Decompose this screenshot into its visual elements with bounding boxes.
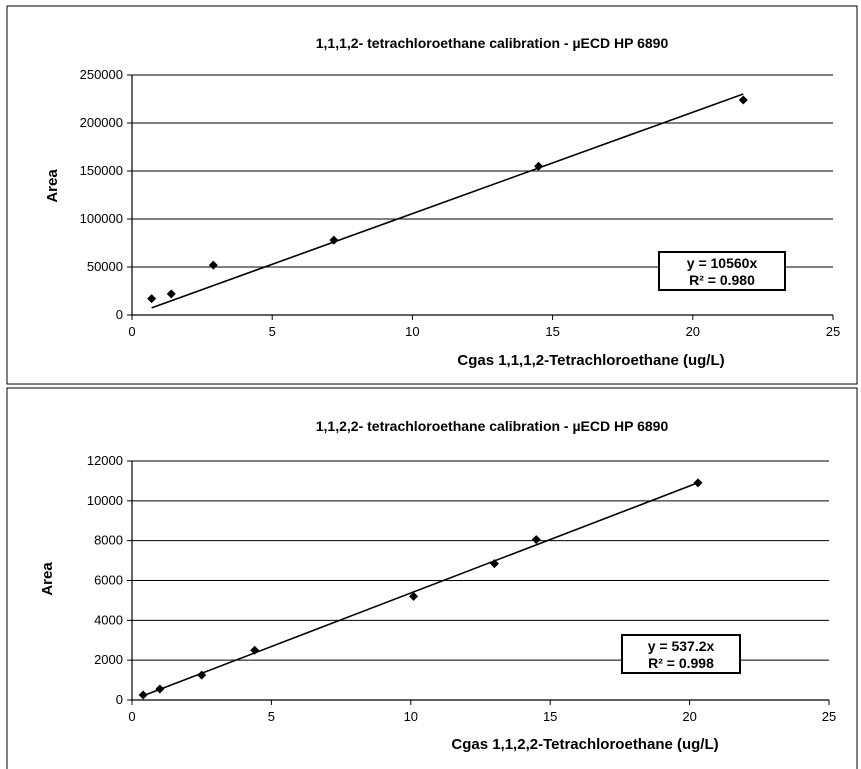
chart-1-axes	[127, 74, 834, 320]
chart-1-trendline	[151, 93, 744, 309]
chart-2-x-tick-label: 25	[822, 709, 836, 724]
chart-panel-1: 1,1,1,2- tetrachloroethane calibration -…	[6, 5, 858, 385]
chart-2-data-point	[197, 670, 207, 680]
chart-2-x-tick-label: 5	[268, 709, 275, 724]
chart-1-svg: 1,1,1,2- tetrachloroethane calibration -…	[6, 5, 858, 385]
chart-1-data-point	[329, 235, 339, 245]
chart-2-y-tick-label: 2000	[94, 652, 123, 667]
chart-2-y-tick-label: 8000	[94, 533, 123, 548]
chart-2-trendline	[142, 482, 699, 697]
chart-1-x-tick-label: 0	[128, 324, 135, 339]
chart-2-svg: 1,1,2,2- tetrachloroethane calibration -…	[6, 387, 858, 769]
chart-1-equation-box: y = 10560x R² = 0.980	[658, 251, 786, 291]
chart-2-y-tick-label: 12000	[87, 453, 123, 468]
chart-1-title: 1,1,1,2- tetrachloroethane calibration -…	[316, 35, 669, 51]
chart-1-y-axis-label: Area	[44, 169, 61, 203]
chart-2-data-point	[531, 535, 541, 545]
chart-1-x-tick-label: 25	[826, 324, 840, 339]
chart-2-x-axis-label: Cgas 1,1,2,2-Tetrachloroethane (ug/L)	[451, 736, 718, 753]
chart-2-x-tick-label: 0	[128, 709, 135, 724]
chart-2-equation: y = 537.2x	[648, 638, 715, 654]
chart-2-y-axis-label: Area	[39, 562, 56, 596]
chart-2-title: 1,1,2,2- tetrachloroethane calibration -…	[316, 418, 669, 434]
chart-1-y-tick-label: 100000	[80, 211, 123, 226]
chart-2-data-point	[409, 591, 419, 601]
chart-2-y-tick-label: 10000	[87, 493, 123, 508]
chart-1-x-tick-label: 20	[686, 324, 700, 339]
chart-2-frame	[6, 387, 858, 769]
chart-1-data-point	[208, 260, 218, 270]
chart-1-y-tick-label: 50000	[87, 259, 123, 274]
chart-1-data-point	[147, 294, 157, 304]
chart-1-y-tick-label: 150000	[80, 163, 123, 178]
chart-1-data-point	[166, 289, 176, 299]
chart-2-y-tick-label: 4000	[94, 612, 123, 627]
chart-2-equation-box: y = 537.2x R² = 0.998	[621, 634, 741, 674]
chart-1-trendline-path	[151, 93, 744, 309]
chart-panel-2: 1,1,2,2- tetrachloroethane calibration -…	[0, 387, 861, 769]
chart-2-y-tick-label: 0	[116, 692, 123, 707]
chart-2-data-point	[138, 690, 148, 700]
chart-2-data-point	[155, 684, 165, 694]
chart-2-x-tick-label: 15	[543, 709, 557, 724]
chart-2-data-point	[250, 645, 260, 655]
chart-2-x-tick-label: 10	[404, 709, 418, 724]
chart-1-x-tick-label: 5	[269, 324, 276, 339]
chart-1-tick-labels: 0 50000 100000 150000 200000 250000 0 5 10 15 20 25	[80, 67, 841, 339]
chart-1-frame	[6, 5, 858, 385]
chart-1-equation: y = 10560x	[687, 255, 758, 271]
chart-2-r-squared: R² = 0.998	[648, 655, 714, 671]
chart-1-x-tick-label: 10	[405, 324, 419, 339]
chart-2-y-tick-label: 6000	[94, 573, 123, 588]
chart-1-data-points	[147, 95, 748, 304]
chart-2-data-points	[138, 478, 703, 700]
chart-1-x-tick-label: 15	[545, 324, 559, 339]
chart-1-y-tick-label: 0	[116, 307, 123, 322]
chart-1-y-tick-label: 200000	[80, 115, 123, 130]
chart-2-x-tick-label: 20	[682, 709, 696, 724]
chart-2-trendline-path	[142, 482, 699, 697]
chart-2-axes	[127, 460, 830, 705]
chart-1-data-point	[534, 161, 544, 171]
chart-2-data-point	[489, 559, 499, 569]
chart-2-tick-labels: 0 2000 4000 6000 8000 10000 12000 0 5 10 15 20 25	[87, 453, 836, 724]
chart-1-y-tick-label: 250000	[80, 67, 123, 82]
chart-1-data-point	[738, 95, 748, 105]
chart-1-x-axis-label: Cgas 1,1,1,2-Tetrachloroethane (ug/L)	[457, 352, 724, 369]
chart-1-r-squared: R² = 0.980	[689, 272, 755, 288]
chart-2-data-point	[693, 478, 703, 488]
